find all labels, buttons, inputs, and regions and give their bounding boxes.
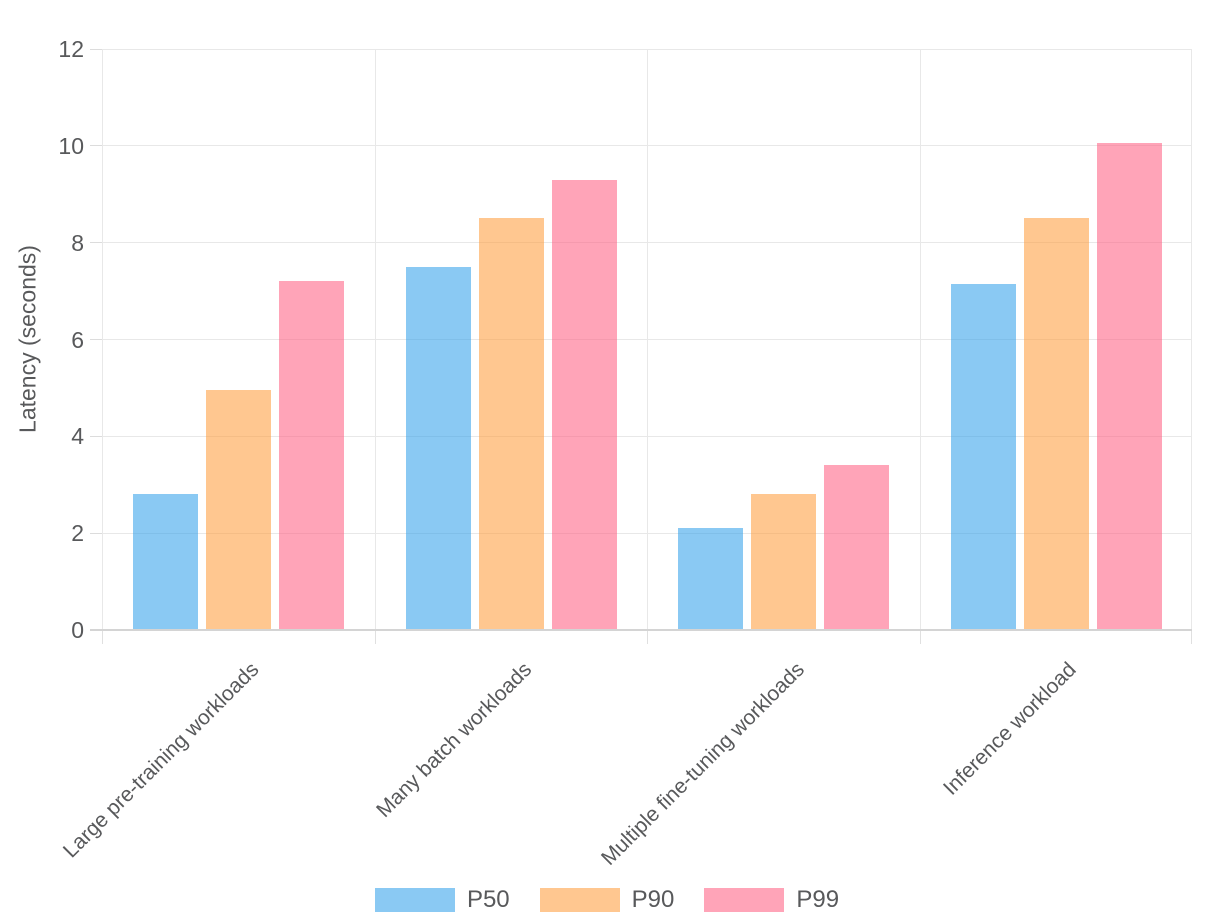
- x-tick-mark: [1191, 630, 1192, 644]
- y-tick-label: 10: [58, 132, 84, 159]
- y-tick-mark: [90, 532, 102, 534]
- legend-label-p99: P99: [796, 886, 840, 913]
- legend-label-p90: P90: [631, 886, 675, 913]
- legend-swatch-p99: [704, 888, 785, 912]
- gridline-x: [647, 49, 648, 630]
- y-tick-mark: [90, 435, 102, 437]
- legend-item-p99[interactable]: P99: [704, 886, 839, 914]
- bar-p99-1: [552, 180, 617, 630]
- chart-legend: P50 P90 P99: [0, 886, 1214, 914]
- gridline-x: [1191, 49, 1192, 630]
- x-tick-mark: [647, 630, 648, 644]
- x-axis-line: [90, 629, 1192, 631]
- y-tick-label: 4: [71, 423, 84, 450]
- x-axis-label: Inference workload: [939, 658, 1082, 800]
- y-tick-mark: [90, 145, 102, 147]
- y-tick-label: 12: [58, 36, 84, 62]
- bar-p90-2: [751, 494, 816, 630]
- bar-p90-3: [1024, 218, 1089, 630]
- y-axis-line: [102, 49, 103, 630]
- x-axis-label: Multiple fine-tuning workloads: [596, 658, 809, 870]
- bar-p50-3: [951, 284, 1016, 630]
- bar-p90-1: [479, 218, 544, 630]
- x-tick-mark: [375, 630, 376, 644]
- y-tick-mark: [90, 339, 102, 340]
- legend-item-p90[interactable]: P90: [539, 886, 675, 914]
- y-tick-label: 0: [71, 617, 84, 643]
- legend-swatch-p50: [374, 888, 455, 912]
- y-tick-mark: [90, 242, 102, 244]
- gridline-x: [375, 49, 376, 630]
- x-tick-mark: [920, 630, 921, 644]
- bar-p50-1: [406, 267, 471, 630]
- bar-p50-0: [133, 494, 198, 630]
- legend-label-p50: P50: [466, 886, 510, 913]
- bar-p99-0: [279, 281, 344, 630]
- y-tick-label: 8: [71, 229, 84, 256]
- x-tick-mark: [102, 630, 103, 644]
- bar-p90-0: [206, 390, 271, 630]
- bar-p50-2: [678, 528, 743, 630]
- legend-item-p50[interactable]: P50: [374, 886, 510, 914]
- y-tick-mark: [90, 48, 102, 50]
- gridline-x: [920, 49, 921, 630]
- bar-p99-2: [824, 465, 889, 630]
- x-axis-label: Large pre-training workloads: [59, 658, 264, 863]
- plot-area: [90, 48, 1192, 644]
- bar-p99-3: [1097, 143, 1162, 630]
- legend-swatch-p90: [539, 888, 620, 912]
- x-axis-label: Many batch workloads: [372, 658, 537, 823]
- y-tick-label: 2: [71, 520, 84, 547]
- y-tick-label: 6: [71, 326, 84, 353]
